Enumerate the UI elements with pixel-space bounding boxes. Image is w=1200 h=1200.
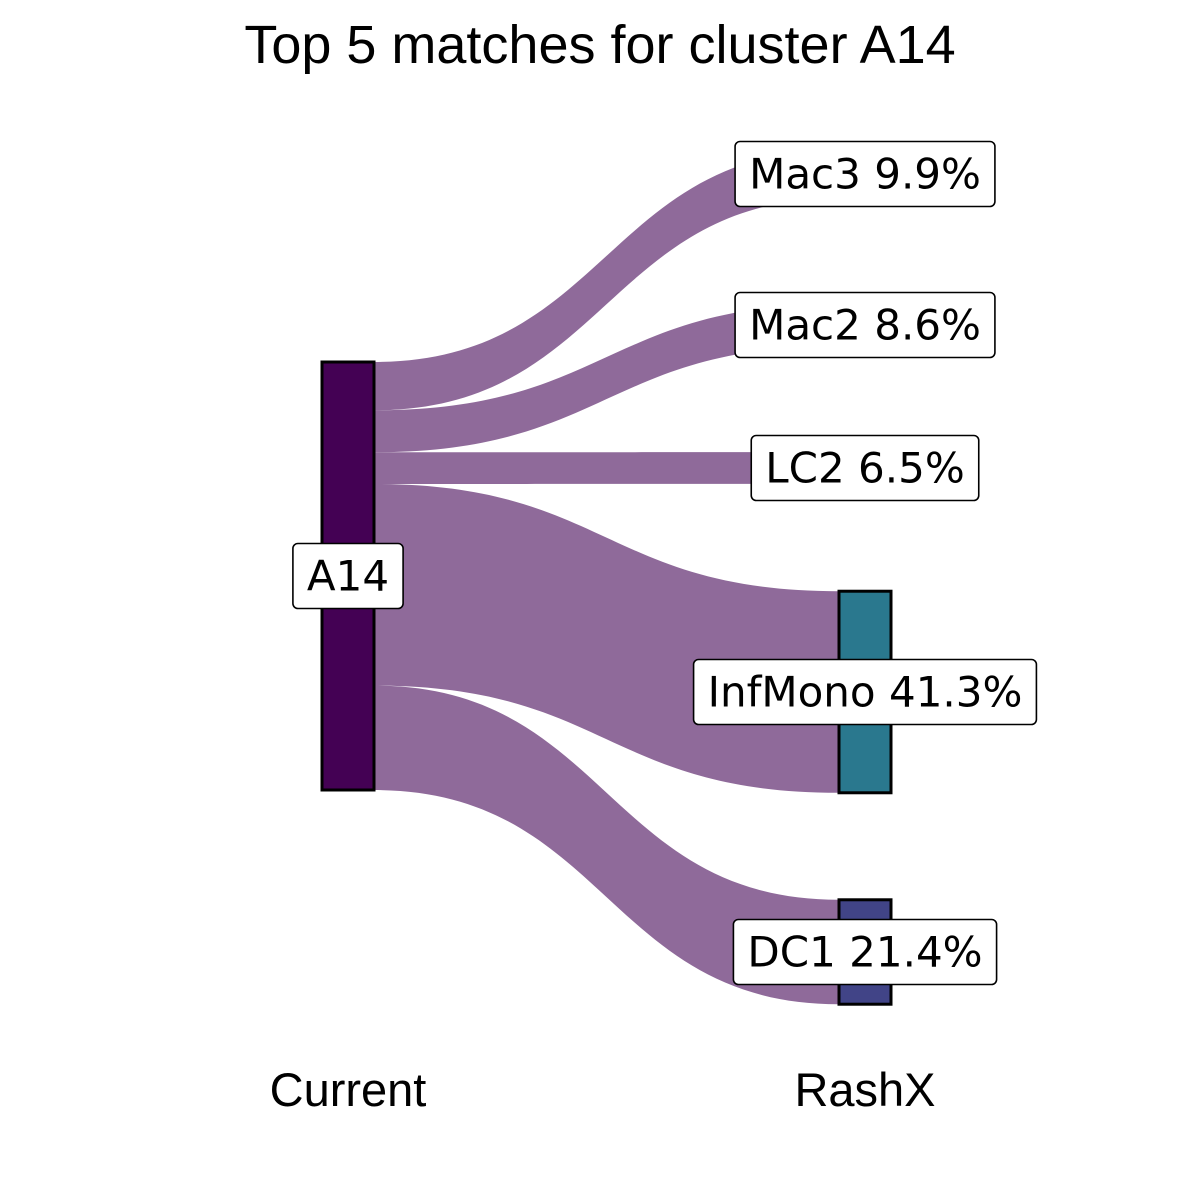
label-source-a14-box	[292, 542, 404, 610]
label-target-mac2: Mac2 8.6%	[734, 291, 996, 359]
label-target-mac2-box	[734, 291, 996, 359]
link-lc2	[374, 452, 839, 485]
link-dc1	[374, 685, 839, 1005]
label-target-dc1-text: DC1 21.4%	[747, 928, 982, 977]
label-target-lc2: LC2 6.5%	[750, 434, 980, 502]
chart-title: Top 5 matches for cluster A14	[244, 15, 956, 75]
sankey-links	[374, 149, 839, 1005]
label-target-dc1: DC1 21.4%	[732, 918, 998, 986]
label-target-infmono: InfMono 41.3%	[692, 658, 1038, 726]
label-source-a14: A14	[292, 542, 404, 610]
label-target-mac3-text: Mac3 9.9%	[749, 150, 981, 199]
axis-label-current: Current	[269, 1063, 427, 1116]
label-target-infmono-box	[692, 658, 1038, 726]
label-target-dc1-box	[732, 918, 998, 986]
label-target-mac3-box	[734, 140, 996, 208]
label-target-mac3: Mac3 9.9%	[734, 140, 996, 208]
axis-label-rashx: RashX	[794, 1063, 936, 1116]
label-source-a14-text: A14	[307, 552, 389, 601]
label-target-infmono-text: InfMono 41.3%	[708, 668, 1023, 717]
link-mac3	[374, 149, 839, 411]
link-mac2	[374, 304, 839, 453]
label-target-lc2-text: LC2 6.5%	[765, 444, 965, 493]
label-target-mac2-text: Mac2 8.6%	[749, 301, 981, 350]
label-target-lc2-box	[750, 434, 980, 502]
